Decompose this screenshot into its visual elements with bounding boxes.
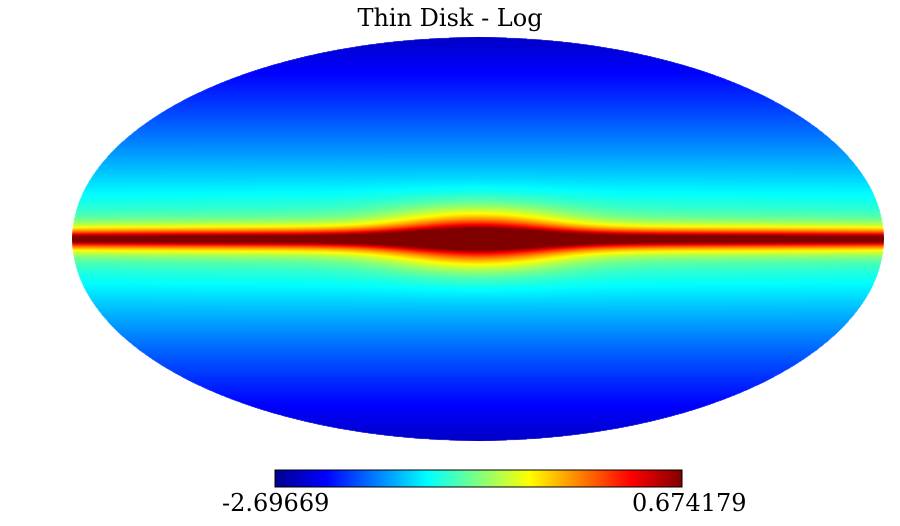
colorbar-max-label: 0.674179 (632, 489, 747, 517)
chart-title: Thin Disk - Log (357, 4, 543, 32)
colorbar-min-label: -2.69669 (222, 489, 330, 517)
sky-map-image (72, 37, 884, 441)
colorbar (274, 469, 683, 488)
